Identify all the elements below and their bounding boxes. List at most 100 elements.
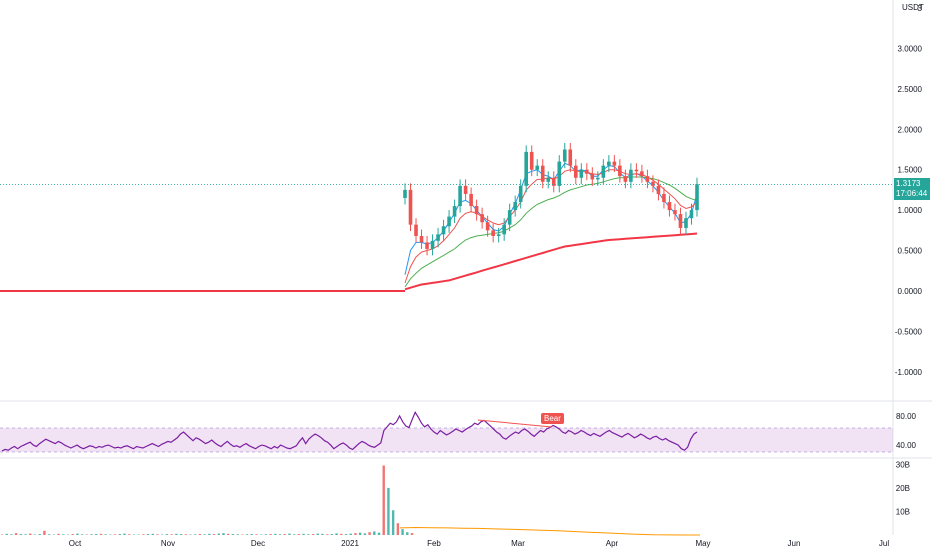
candle-body	[436, 234, 440, 241]
volume-bar	[43, 530, 46, 535]
candle-body	[452, 206, 457, 217]
volume-axis-tick: 20B	[896, 484, 910, 493]
candle-body	[513, 202, 517, 211]
time-axis-tick: Apr	[606, 539, 619, 548]
volume-bar	[222, 533, 225, 535]
volume-bar	[90, 534, 93, 535]
volume-bar	[316, 533, 319, 535]
price-axis-tick: 0.0000	[898, 287, 923, 296]
candle-body	[551, 177, 556, 186]
volume-bar	[14, 533, 18, 535]
rsi-panel[interactable]	[1, 411, 698, 452]
candle-body	[667, 202, 672, 211]
volume-bar	[269, 534, 272, 535]
volume-bar	[95, 534, 98, 535]
volume-panel[interactable]	[0, 465, 700, 536]
time-axis-tick: Feb	[427, 539, 441, 548]
volume-bar	[142, 534, 145, 535]
volume-bar	[288, 533, 291, 535]
volume-bar	[396, 523, 400, 535]
candle-body	[579, 169, 584, 178]
time-axis-tick: Mar	[511, 539, 525, 548]
volume-bar	[146, 534, 150, 535]
volume-bar	[76, 533, 79, 535]
candle-body	[529, 151, 534, 170]
candle-body	[496, 234, 501, 236]
volume-bar	[47, 534, 51, 535]
volume-bar	[118, 534, 122, 535]
candle-body	[623, 176, 628, 182]
candle-body	[585, 169, 589, 174]
candle-body	[414, 224, 418, 236]
candle-body	[689, 210, 694, 219]
candle-body	[590, 173, 595, 180]
candle-body	[607, 161, 611, 166]
candle-body	[507, 210, 512, 225]
candle-body	[678, 214, 683, 228]
volume-bar	[382, 465, 385, 535]
price-panel[interactable]	[0, 143, 893, 292]
volume-bar	[29, 533, 32, 535]
candle-body	[634, 169, 639, 172]
volume-bar	[250, 534, 253, 535]
candle-body	[518, 185, 523, 203]
volume-bar	[184, 534, 187, 535]
candle-body	[524, 151, 529, 186]
price-axis-tick: 1.5000	[898, 166, 923, 175]
volume-bar	[80, 534, 84, 535]
volume-axis-tick: 30B	[896, 460, 910, 469]
volume-bar	[387, 487, 390, 535]
time-axis-tick: Nov	[161, 539, 175, 548]
time-axis-tick: Dec	[251, 539, 265, 548]
candle-body	[469, 193, 473, 207]
candle-body	[640, 171, 644, 177]
candle-body	[684, 218, 688, 228]
volume-bar	[401, 529, 404, 535]
candle-body	[695, 184, 699, 211]
volume-bar	[194, 534, 197, 535]
price-axis-tick: 3.0000	[898, 44, 923, 53]
volume-bar	[283, 534, 286, 535]
volume-bar	[363, 533, 367, 535]
volume-bar	[311, 534, 315, 535]
time-axis-tick: Jul	[879, 539, 889, 548]
candle-body	[491, 230, 495, 236]
price-axis-tick: 0.5000	[898, 247, 923, 256]
candle-body	[673, 210, 677, 215]
volume-bar	[231, 534, 235, 535]
volume-bar	[340, 533, 343, 535]
volume-bar	[212, 534, 216, 535]
candle-body	[662, 193, 666, 203]
time-axis-tick: May	[695, 539, 710, 548]
candle-body	[562, 149, 567, 162]
axes: 3 3.0000 2.5000 2.0000 1.5000 1.0000 0.5000 0.0…	[69, 4, 923, 548]
volume-bar	[208, 533, 211, 535]
candle-body	[601, 165, 606, 178]
volume-bar	[5, 533, 8, 535]
candle-body	[651, 181, 655, 186]
rsi-line	[1, 411, 698, 452]
time-axis-tick: 2021	[341, 539, 359, 548]
volume-bar	[24, 534, 27, 535]
candle-body	[656, 185, 661, 194]
candle-body	[474, 206, 479, 215]
volume-bar	[57, 533, 60, 535]
rsi-bear-divergence-tag: Bear	[541, 413, 564, 424]
time-axis-tick: Oct	[69, 539, 82, 548]
candle-body	[408, 189, 413, 225]
volume-bar	[377, 532, 381, 535]
volume-bar	[62, 534, 65, 535]
volume-bar	[325, 534, 329, 535]
volume-bar	[38, 534, 41, 535]
volume-bar	[344, 534, 348, 535]
countdown-timer: 17:06:44	[896, 189, 928, 199]
volume-bar	[278, 534, 282, 535]
candle-body	[612, 161, 617, 166]
volume-bar	[321, 533, 324, 535]
candle-body	[485, 222, 490, 231]
rsi-axis-tick: 80.00	[896, 412, 917, 421]
volume-bar	[179, 534, 183, 535]
volume-bar	[128, 534, 131, 535]
candle-body	[458, 185, 462, 207]
